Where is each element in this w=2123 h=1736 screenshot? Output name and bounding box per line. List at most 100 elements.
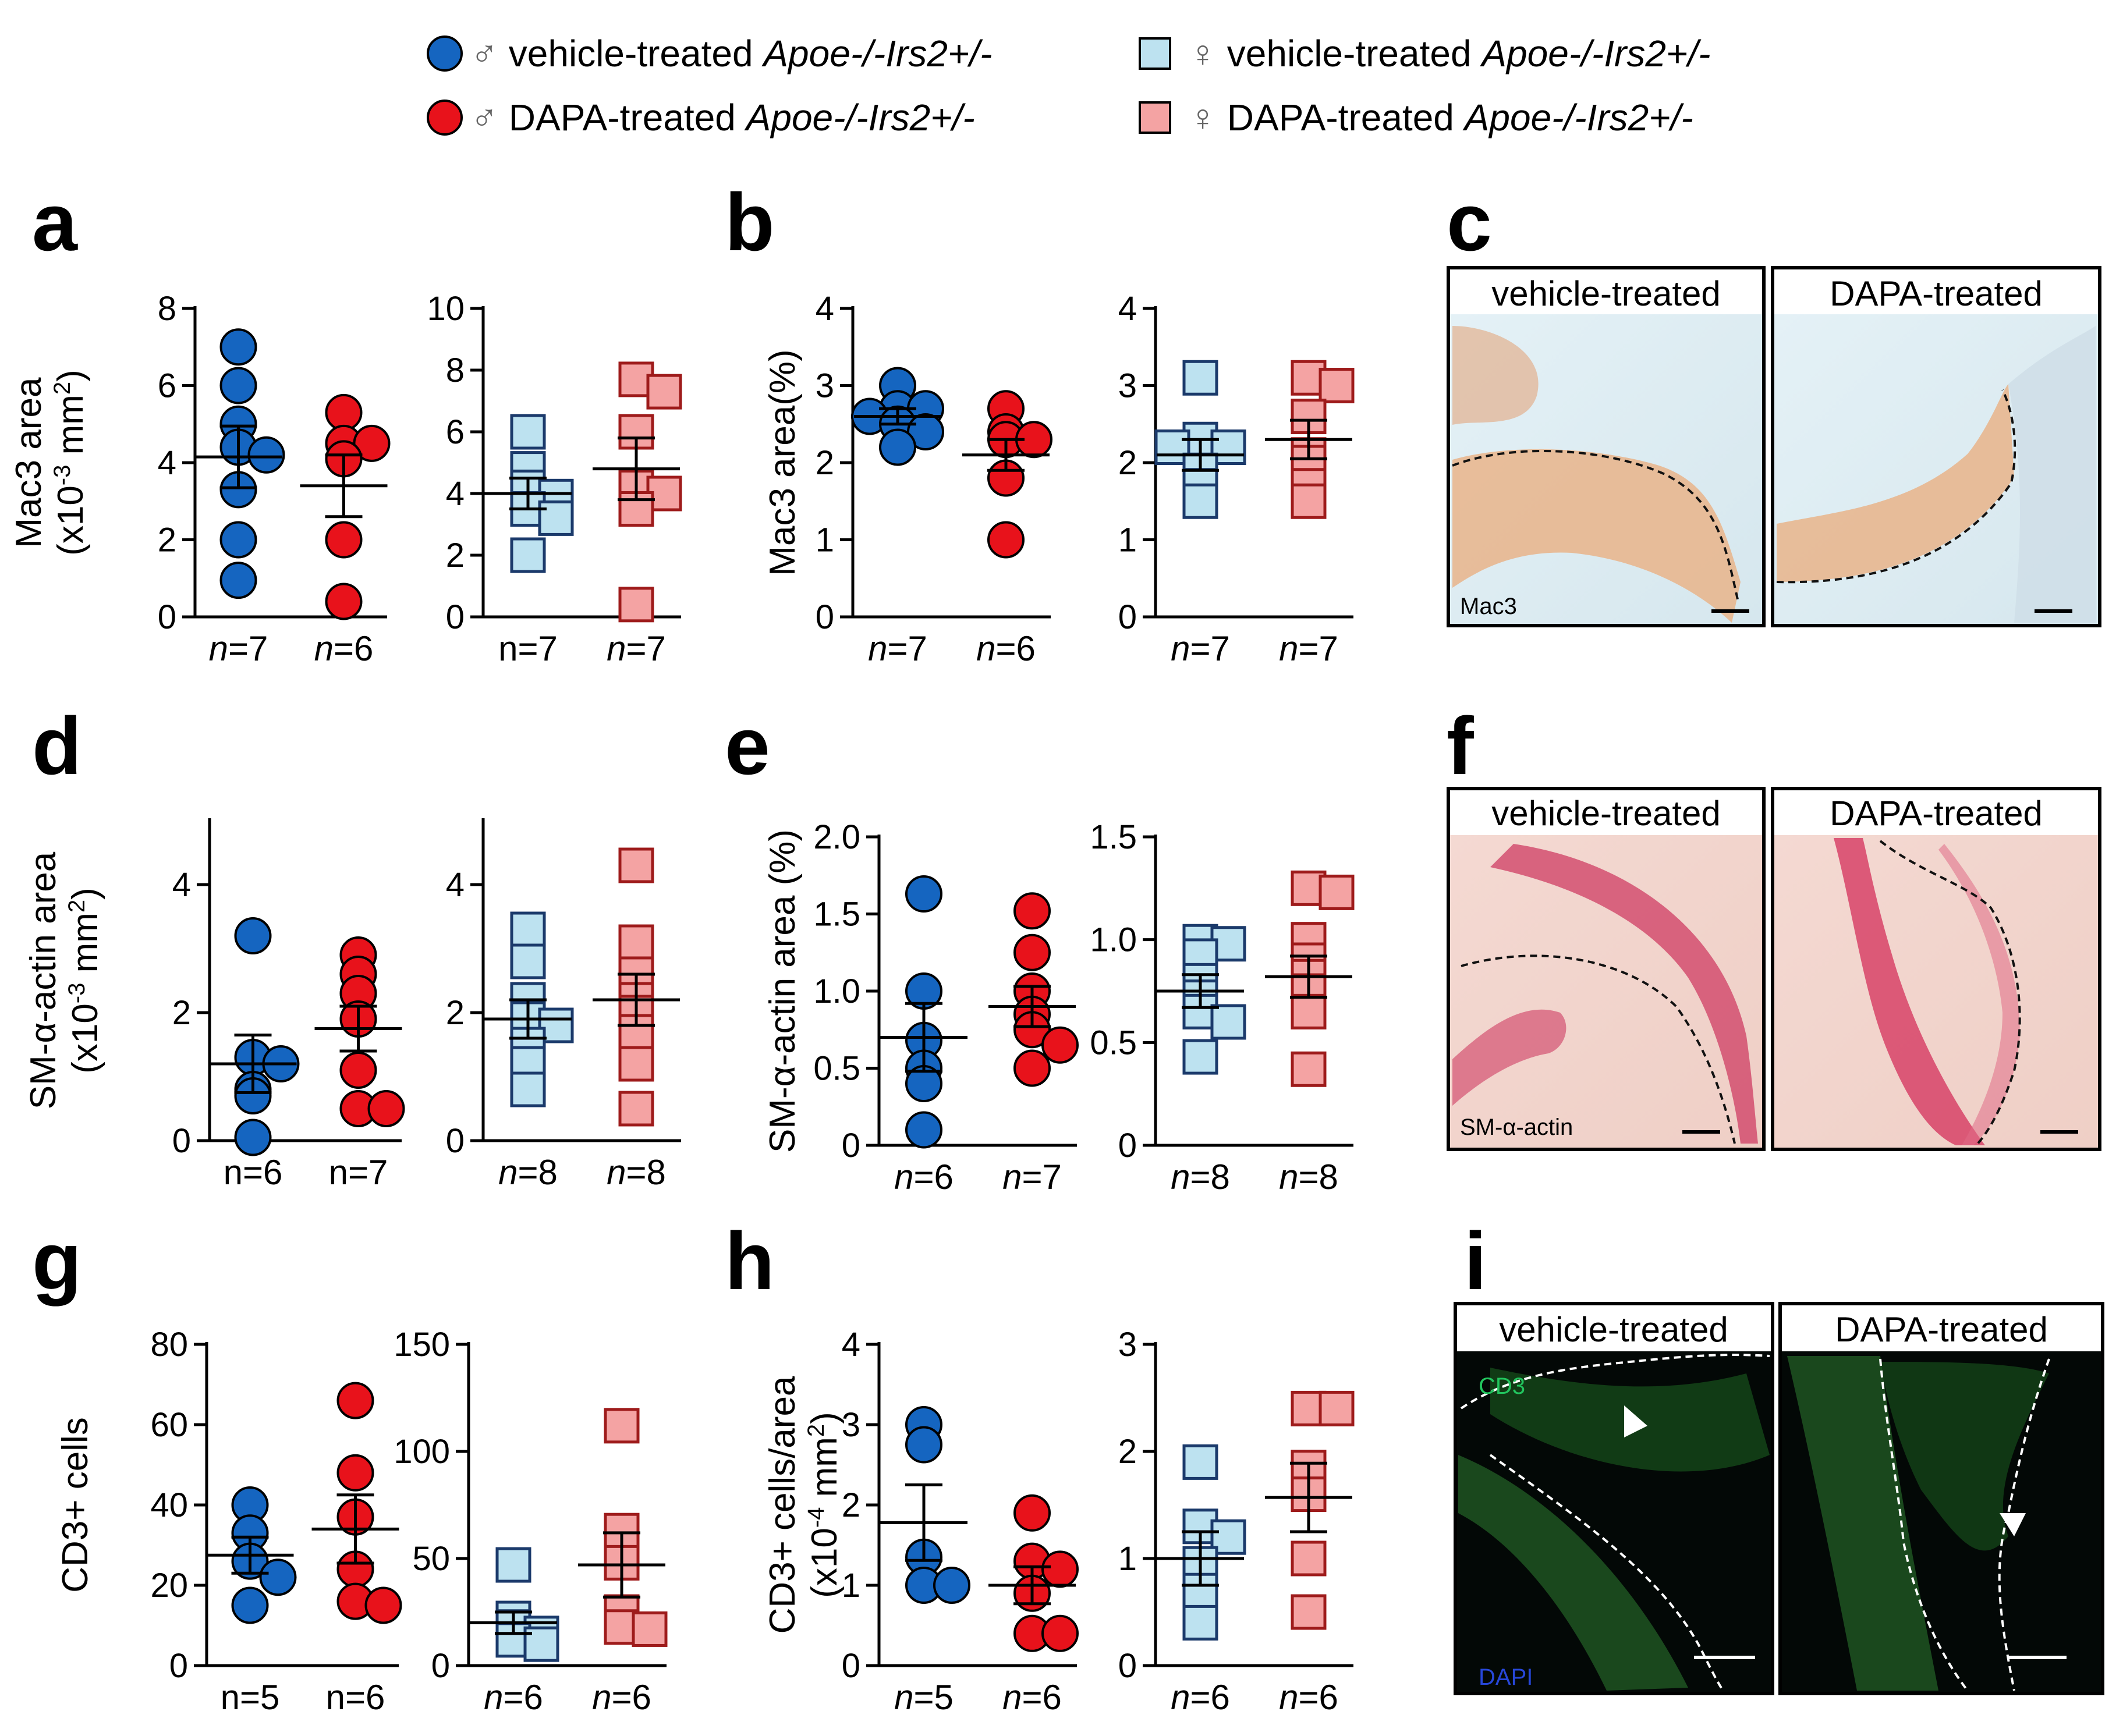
y-tick-label: 4: [172, 866, 191, 904]
scatter-plot-d-5: 0 2 4 n=8 n=8: [446, 818, 681, 1192]
n-label: n=8: [1279, 1158, 1338, 1197]
y-tick-label: 2: [446, 994, 465, 1032]
legend-marker-male-vehicle: [427, 35, 463, 72]
legend-marker-female-dapa: [1139, 101, 1171, 134]
scatter-plot-b-2: 0 1 2 3 4 Mac3 area(%) n=7 n=6: [763, 290, 1052, 668]
scatter-plot-a-1: 0 2 4 6 8 10 n=7 n=7: [427, 290, 682, 668]
panel-letter-b: b: [725, 176, 775, 268]
legend-item-male-dapa: ♂ DAPA-treated Apoe-/-Irs2+/-: [427, 97, 975, 139]
data-point: [646, 374, 682, 410]
scatter-plot-b-3: 0 1 2 3 4 n=7 n=7: [1118, 290, 1355, 668]
data-point: [336, 1454, 374, 1492]
y-tick-label: 2: [172, 994, 191, 1032]
y-tick-label: 1.5: [813, 896, 860, 933]
data-point: [1013, 892, 1051, 930]
micrograph-i-left-outline: [1460, 1354, 1770, 1692]
data-point: [1319, 874, 1355, 910]
n-label: n=7: [1279, 629, 1338, 668]
panel-letter-e: e: [725, 700, 770, 791]
y-tick-label: 0.5: [813, 1050, 860, 1088]
data-point: [618, 847, 654, 883]
group-female-dapa: n=6: [1265, 1390, 1355, 1717]
y-tick-label: 1: [816, 521, 834, 559]
y-tick-label: 4: [816, 290, 834, 328]
micrograph-i-right-cells: [1880, 1362, 2049, 1551]
data-point: [1291, 1594, 1327, 1630]
data-point: [1291, 483, 1327, 519]
y-tick-label: 1: [1118, 1540, 1137, 1578]
micrograph-f-right-title: DAPA-treated: [1830, 794, 2043, 833]
group-female-dapa: n=7: [593, 361, 682, 668]
n-label: n=6: [484, 1678, 543, 1717]
data-point: [259, 1559, 297, 1596]
data-point: [353, 424, 391, 462]
data-point: [604, 1408, 640, 1444]
group-male-dapa: n=6: [300, 393, 391, 668]
data-point: [1041, 1614, 1079, 1652]
micrograph-f-right-outline: [1879, 840, 2021, 1146]
y-tick-label: 0: [1118, 1647, 1137, 1685]
micrograph-c-left-plaque-top: [1452, 326, 1539, 425]
data-point: [1013, 1494, 1051, 1532]
micrograph-i-left-fibers: [1458, 1455, 1688, 1691]
legend-marker-male-dapa: [427, 100, 463, 136]
y-tick-label: 60: [150, 1406, 188, 1444]
group-male-dapa: n=7: [988, 892, 1079, 1197]
scatter-plot-h-10: 0 1 2 3 4 CD3+ cells/area (x10-4 mm2) n=5 n=6: [763, 1326, 1079, 1717]
n-label: n=8: [1171, 1158, 1230, 1197]
micrograph-i-stain-label: CD3: [1479, 1373, 1525, 1399]
n-label: n=7: [498, 629, 558, 668]
micrograph-c-right-outline: [1776, 389, 2016, 584]
y-tick-label: 2: [446, 537, 465, 574]
y-axis-label: Mac3 area(%): [763, 349, 803, 576]
n-label: n=5: [894, 1678, 954, 1717]
data-point: [1319, 368, 1355, 403]
y-tick-label: 2: [816, 444, 834, 482]
y-tick-label: 0: [446, 598, 465, 636]
data-point: [1013, 1049, 1051, 1087]
data-point: [325, 521, 363, 559]
data-point: [510, 1071, 546, 1107]
micrograph-f-left-smc-lower: [1452, 1009, 1566, 1106]
micrograph-c-left-outline: [1452, 450, 1739, 600]
group-male-vehicle: n=5: [880, 1406, 970, 1717]
y-tick-label: 4: [446, 866, 465, 904]
y-axis-label: SM-α-actin area (%): [763, 829, 803, 1153]
data-point: [1319, 1390, 1355, 1426]
n-label: n=7: [868, 629, 927, 668]
legend-item-female-vehicle: ♀ vehicle-treated Apoe-/-Irs2+/-: [1139, 33, 1710, 74]
legend: ♂ vehicle-treated Apoe-/-Irs2+/- ♂ DAPA-…: [427, 33, 1710, 139]
y-tick-label: 8: [446, 352, 465, 389]
y-tick-label: 20: [150, 1567, 188, 1604]
panel-letter-d: d: [32, 700, 82, 791]
n-label: n=6: [326, 1678, 385, 1717]
panel-letter-c: c: [1447, 176, 1492, 268]
y-tick-label: 1.5: [1090, 818, 1137, 856]
y-tick-label: 0: [816, 598, 834, 636]
micrograph-panel-i: vehicle-treated CD3 DAPI DAPA-treated: [1454, 1302, 2104, 1695]
scatter-plot-h-11: 0 1 2 3 n=6 n=6: [1118, 1326, 1355, 1717]
y-tick-label: 2: [1118, 1433, 1137, 1471]
group-female-vehicle: n=6: [1157, 1444, 1246, 1717]
data-point: [1291, 1540, 1327, 1577]
scatter-plot-e-7: 0 0.5 1.0 1.5 n=8 n=8: [1090, 818, 1355, 1197]
n-label: n=8: [498, 1153, 558, 1192]
micrograph-c-right-tissue: [1777, 384, 2014, 582]
data-point: [219, 367, 257, 404]
micrograph-i-right-outline: [1879, 1358, 2050, 1692]
panel-letter-a: a: [32, 176, 78, 268]
y-tick-label: 150: [394, 1326, 450, 1364]
group-female-vehicle: n=7: [484, 414, 574, 668]
data-point: [907, 413, 944, 450]
y-tick-label: 3: [1118, 367, 1137, 405]
y-axis-label: Mac3 area: [9, 377, 49, 548]
y-tick-label: 0: [169, 1647, 188, 1685]
y-tick-label: 8: [158, 290, 176, 328]
data-point: [1182, 360, 1218, 396]
y-axis-label: CD3+ cells/area: [763, 1376, 803, 1634]
data-point: [987, 521, 1025, 559]
y-tick-label: 0: [446, 1122, 465, 1160]
n-label: n=7: [329, 1153, 388, 1192]
data-point: [1291, 993, 1327, 1029]
